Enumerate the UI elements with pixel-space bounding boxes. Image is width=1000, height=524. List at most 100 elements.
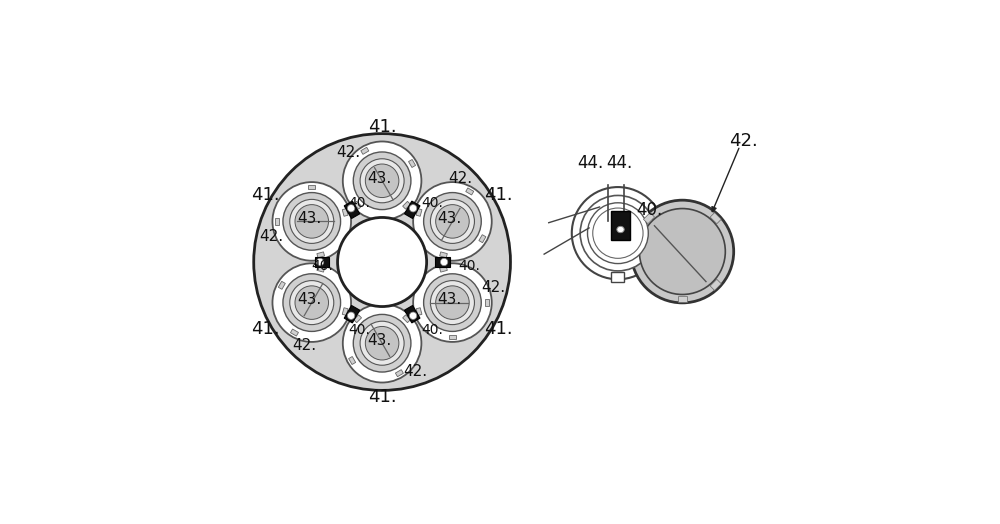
Text: 40.: 40.: [421, 195, 443, 210]
Circle shape: [347, 312, 355, 320]
Text: 44.: 44.: [606, 155, 632, 172]
Bar: [308, 185, 315, 189]
Bar: [315, 257, 329, 267]
Text: 40.: 40.: [636, 201, 662, 219]
Text: 42.: 42.: [259, 229, 283, 244]
Circle shape: [353, 152, 411, 210]
Text: 42.: 42.: [481, 280, 505, 295]
Circle shape: [295, 204, 329, 238]
Bar: [409, 159, 416, 168]
Circle shape: [316, 258, 324, 266]
Text: 42.: 42.: [292, 338, 316, 353]
Bar: [404, 305, 420, 323]
Bar: [342, 308, 348, 315]
Text: 42.: 42.: [448, 171, 472, 186]
Bar: [354, 315, 362, 323]
Text: 41.: 41.: [484, 185, 513, 204]
Bar: [404, 201, 420, 219]
Text: 43.: 43.: [297, 211, 321, 226]
Circle shape: [338, 217, 427, 307]
Bar: [485, 299, 489, 306]
Circle shape: [436, 286, 469, 320]
Bar: [344, 305, 360, 323]
Circle shape: [430, 281, 474, 325]
Circle shape: [639, 209, 725, 294]
Text: 41.: 41.: [368, 118, 396, 136]
Text: 43.: 43.: [367, 333, 392, 348]
Text: 40.: 40.: [348, 323, 370, 337]
Circle shape: [283, 192, 341, 250]
Circle shape: [283, 274, 341, 332]
Circle shape: [440, 258, 448, 266]
Bar: [710, 279, 721, 290]
Text: 42.: 42.: [729, 133, 758, 150]
Circle shape: [593, 208, 643, 258]
Bar: [395, 369, 403, 377]
Text: 41.: 41.: [251, 320, 280, 339]
Circle shape: [347, 204, 355, 212]
Bar: [416, 308, 422, 315]
Text: 43.: 43.: [367, 171, 392, 185]
Circle shape: [343, 304, 421, 383]
Bar: [290, 329, 298, 336]
Bar: [317, 252, 325, 258]
Text: 40.: 40.: [421, 323, 443, 337]
Bar: [403, 315, 410, 323]
Circle shape: [360, 321, 404, 365]
Circle shape: [572, 187, 664, 279]
Text: 43.: 43.: [297, 292, 321, 308]
Bar: [275, 218, 279, 225]
Circle shape: [580, 195, 656, 271]
Bar: [449, 335, 456, 340]
Circle shape: [413, 182, 492, 261]
Circle shape: [436, 204, 469, 238]
Circle shape: [272, 182, 351, 261]
Circle shape: [290, 281, 334, 325]
Circle shape: [365, 326, 399, 360]
Bar: [403, 201, 410, 209]
Bar: [479, 235, 486, 243]
Text: 42.: 42.: [337, 145, 361, 160]
Bar: [435, 257, 450, 267]
Circle shape: [424, 192, 481, 250]
Bar: [344, 201, 360, 219]
Circle shape: [409, 312, 417, 320]
Bar: [349, 356, 356, 365]
Circle shape: [430, 200, 474, 243]
Text: 43.: 43.: [438, 211, 462, 226]
Circle shape: [424, 274, 481, 332]
Bar: [678, 296, 687, 302]
Text: 41.: 41.: [251, 185, 280, 204]
Text: 41.: 41.: [484, 320, 513, 339]
Bar: [710, 213, 721, 224]
Circle shape: [272, 263, 351, 342]
Circle shape: [360, 159, 404, 203]
Circle shape: [353, 314, 411, 372]
Bar: [354, 201, 362, 209]
Bar: [361, 147, 369, 155]
Bar: [317, 266, 325, 272]
Text: 40.: 40.: [348, 195, 370, 210]
Circle shape: [365, 164, 399, 198]
Bar: [611, 211, 630, 239]
Circle shape: [631, 200, 734, 303]
Circle shape: [295, 286, 329, 320]
Bar: [278, 281, 285, 289]
Bar: [611, 272, 624, 282]
Text: 41.: 41.: [368, 388, 396, 406]
Bar: [466, 188, 474, 195]
Text: 42.: 42.: [403, 364, 427, 379]
Circle shape: [413, 264, 492, 342]
Text: 43.: 43.: [438, 292, 462, 308]
Bar: [643, 213, 655, 224]
Circle shape: [409, 204, 417, 212]
Bar: [342, 209, 348, 216]
Circle shape: [343, 141, 421, 220]
Bar: [416, 209, 422, 216]
Circle shape: [254, 134, 510, 390]
Text: 40.: 40.: [458, 259, 480, 273]
Bar: [440, 266, 447, 272]
Ellipse shape: [617, 226, 624, 233]
Text: 40.: 40.: [311, 259, 333, 273]
Circle shape: [588, 203, 648, 264]
